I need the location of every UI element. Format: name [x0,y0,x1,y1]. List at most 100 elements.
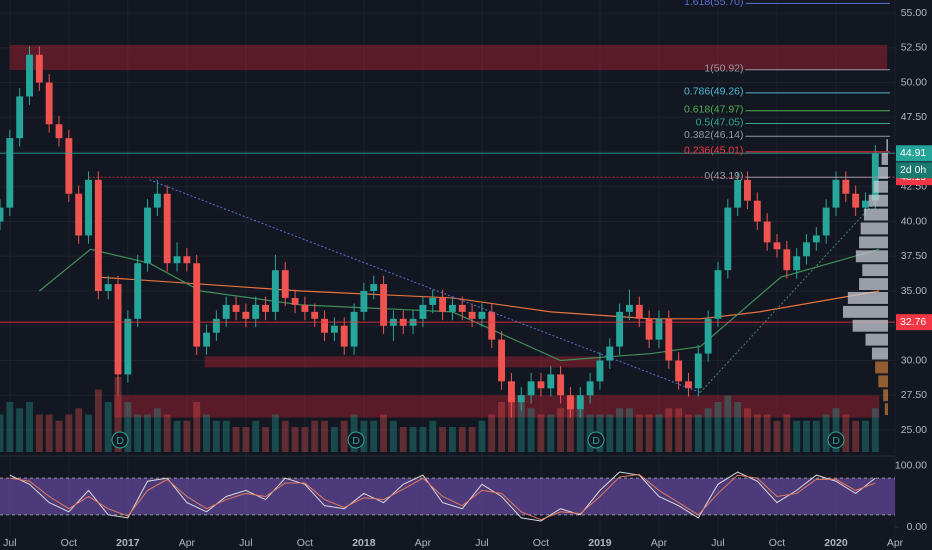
trendline [699,194,882,393]
dividend-label: D [352,435,360,447]
volume-bar [527,408,535,452]
candle-body [232,304,240,312]
candle-body [734,179,742,208]
volume-bar [321,420,329,452]
volume-bar [675,408,683,452]
volume-bar [507,389,515,452]
candle-body [419,304,427,319]
volume-profile-bar [843,305,888,318]
candle-body [606,346,614,361]
candle-body [704,318,712,354]
volume-profile-bar [875,361,888,374]
volume-bar [488,414,496,452]
candle-body [842,179,850,194]
x-tick-label: Apr [887,537,904,549]
volume-bar [517,402,525,452]
volume-bar [734,402,742,452]
volume-bar [232,427,240,452]
volume-bar [212,420,220,452]
candle-body [104,284,112,292]
candle-body [85,179,92,236]
volume-bar [35,414,43,452]
x-tick-label: Jul [239,537,252,549]
candle-body [301,304,309,312]
volume-bar [458,427,466,452]
x-tick-label: Apr [651,537,668,549]
candle-body [507,381,515,403]
candle-body [311,311,319,319]
volume-profile-bar [884,403,888,416]
candle-body [527,381,535,396]
candle-body [55,124,63,139]
dividend-label: D [592,435,600,447]
volume-bar [468,427,476,452]
candle-body [114,284,122,375]
volume-bar [330,427,338,452]
volume-bar [419,427,427,452]
volume-bar [45,414,53,452]
volume-bar [753,414,761,452]
volume-bar [665,408,673,452]
candle-body [803,242,810,257]
candle-body [321,318,329,333]
y-tick-label: 35.00 [901,285,927,297]
x-tick-label: 2017 [116,537,140,549]
volume-bar [724,395,732,452]
y-tick-label: 55.00 [901,7,927,19]
volume-bar [242,427,250,452]
volume-bar [694,414,702,452]
y-tick-label: 40.00 [901,215,927,227]
candle-body [252,304,260,319]
volume-profile-bar [881,153,888,165]
x-tick-label: Oct [769,537,785,549]
candle-body [370,284,378,292]
x-tick-label: Oct [533,537,549,549]
volume-bar [645,414,653,452]
volume-bar [557,408,565,452]
candle-body [35,54,43,83]
candle-body [134,263,142,319]
candle-body [183,256,191,264]
y-tick-label: 37.50 [901,250,927,262]
volume-bar [842,414,850,452]
volume-bar [478,420,486,452]
volume-bar [852,420,860,452]
volume-profile-bar [860,222,888,235]
fib-label: 0.618(47.97) [684,104,744,116]
volume-profile-bar [859,278,888,291]
candle-body [537,381,545,389]
oscillator-line [9,471,876,522]
dividend-marker [587,431,605,449]
volume-profile-bar [862,264,888,277]
candle-body [429,297,437,305]
candle-body [714,270,722,319]
volume-bar [429,420,437,452]
volume-bar [203,414,210,452]
candle-body [458,304,466,312]
volume-bar [744,408,751,452]
volume-bar [291,427,299,452]
volume-bar [389,420,397,452]
volume-bar [6,402,14,452]
candle-body [566,395,574,410]
candle-body [488,311,496,340]
x-tick-label: 2018 [352,537,376,549]
volume-bar [380,414,388,452]
volume-bar [183,420,191,452]
volume-profile-bar [863,208,888,221]
fib-label: 0.236(45.01) [684,145,744,157]
candle-body [498,339,506,382]
volume-bar [606,414,614,452]
candle-body [576,395,584,410]
volume-bar [586,414,594,452]
dividend-marker [827,431,845,449]
zone [9,45,888,71]
candle-body [468,311,476,319]
candle-body [724,207,732,271]
candle-body [478,311,486,319]
volume-bar [763,414,771,452]
volume-bar [252,420,260,452]
candle-body [596,360,604,382]
candle-body [173,256,181,264]
volume-bar [635,414,643,452]
